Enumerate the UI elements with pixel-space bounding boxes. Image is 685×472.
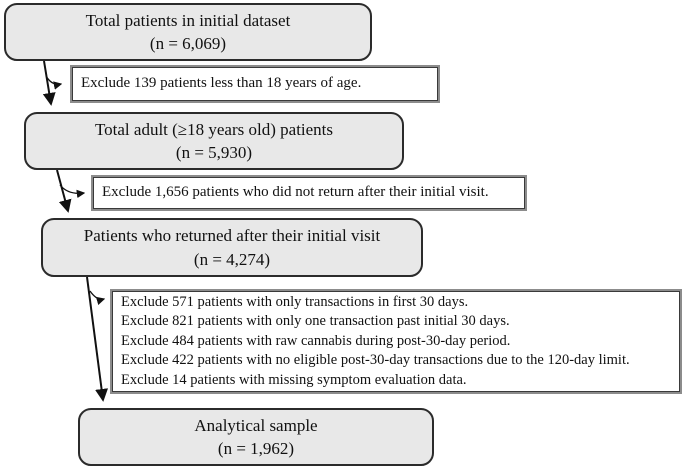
- flow-node-analytical-sample: Analytical sample (n = 1,962): [78, 408, 434, 466]
- arrow-branch-to-exclusion2: [59, 184, 86, 199]
- exclusion-line: Exclude 14 patients with missing symptom…: [121, 371, 467, 388]
- exclusion-line: Exclude 571 patients with only transacti…: [121, 293, 469, 310]
- arrow-node2-to-node3: [56, 169, 72, 213]
- node-title: Patients who returned after their initia…: [83, 226, 381, 246]
- arrow-branch-to-exclusion1: [45, 75, 63, 90]
- exclusion-line: Exclude 422 patients with no eligible po…: [121, 352, 630, 369]
- flow-node-returned-patients: Patients who returned after their initia…: [41, 218, 423, 277]
- arrow-branch-to-exclusion3: [89, 290, 106, 306]
- arrow-node3-to-node4: [86, 276, 109, 402]
- exclusion-line: Exclude 484 patients with raw cannabis d…: [121, 332, 511, 349]
- exclusion-box-multiple-criteria: Exclude 571 patients with only transacti…: [110, 289, 682, 394]
- node-count: (n = 1,962): [217, 439, 295, 458]
- node-count: (n = 5,930): [175, 143, 253, 162]
- node-count: (n = 6,069): [149, 34, 227, 53]
- exclusion-box-under-18: Exclude 139 patients less than 18 years …: [70, 65, 440, 103]
- node-count: (n = 4,274): [193, 249, 271, 269]
- flow-node-adult-patients: Total adult (≥18 years old) patients (n …: [24, 112, 404, 170]
- node-title: Total adult (≥18 years old) patients: [94, 119, 334, 139]
- exclusion-line: Exclude 139 patients less than 18 years …: [81, 75, 362, 92]
- flow-node-initial-dataset: Total patients in initial dataset (n = 6…: [4, 3, 372, 61]
- exclusion-line: Exclude 1,656 patients who did not retur…: [102, 184, 489, 201]
- arrow-node1-to-node2: [42, 60, 56, 106]
- node-title: Analytical sample: [194, 415, 318, 435]
- node-title: Total patients in initial dataset: [85, 10, 291, 30]
- exclusion-line: Exclude 821 patients with only one trans…: [121, 313, 510, 330]
- exclusion-box-no-return: Exclude 1,656 patients who did not retur…: [91, 175, 527, 211]
